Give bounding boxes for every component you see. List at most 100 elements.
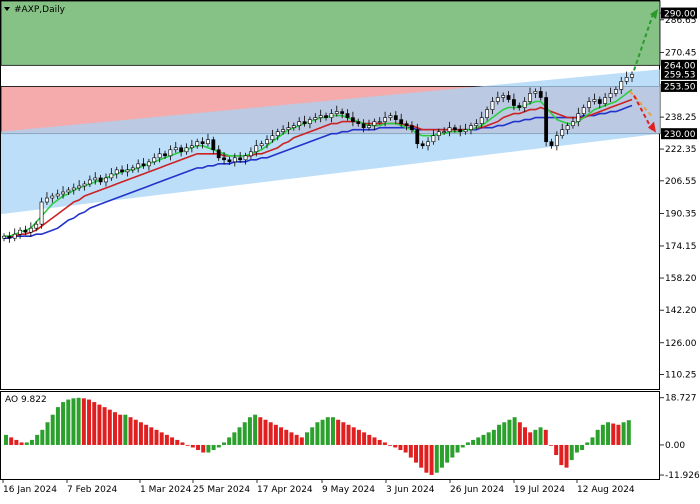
candle [592, 93, 597, 105]
candle-body [544, 97, 549, 143]
price-tick-label: 206.55 [665, 177, 697, 187]
candle [630, 71, 634, 83]
ao-bar [346, 424, 351, 445]
ao-bar [393, 444, 398, 448]
ao-bar [367, 434, 372, 445]
candle [377, 117, 382, 125]
candle-body [286, 127, 291, 130]
ma-mid-line [4, 98, 633, 237]
candle-body [55, 193, 60, 197]
candle-body [377, 121, 382, 123]
time-tick-label: 19 Jul 2024 [514, 485, 565, 495]
price-label-bg [661, 128, 697, 140]
candle-body [98, 177, 103, 183]
arrow-down-head [648, 121, 656, 133]
candle [565, 122, 570, 135]
ao-bar [481, 434, 486, 445]
candle [125, 164, 130, 177]
candle-body [410, 125, 414, 130]
ao-bar [434, 444, 439, 473]
candle [528, 87, 532, 105]
candle-body [109, 173, 114, 179]
candle-body [238, 157, 243, 161]
candle-body [522, 101, 527, 108]
candle [179, 144, 184, 157]
time-tick-label: 3 Jun 2024 [386, 485, 435, 495]
candle-body [189, 145, 194, 149]
triangle-down-icon[interactable] [4, 7, 10, 11]
candle [426, 137, 430, 151]
candle-body [399, 119, 404, 124]
candle-body [356, 121, 361, 124]
candle-body [431, 135, 436, 143]
ao-bar [232, 432, 237, 445]
ao-bar [491, 429, 496, 445]
candle [517, 102, 522, 111]
price-label-box: 230.00 [661, 128, 697, 140]
price-tick-label: 158.20 [665, 274, 697, 284]
candle-body [426, 141, 430, 147]
candle [222, 151, 226, 165]
zone-upper [0, 0, 661, 66]
candle [367, 119, 371, 131]
symbol-title: #AXP,Daily [14, 5, 66, 15]
ao-bar [227, 437, 232, 445]
candle [71, 183, 76, 195]
price-label-box: 259.53 [661, 68, 697, 81]
candle [458, 125, 463, 137]
ao-bar [97, 404, 102, 445]
candle-body [28, 227, 33, 233]
candle-body [93, 177, 98, 181]
candle-body [549, 141, 554, 147]
candle-body [361, 123, 366, 128]
candle [249, 147, 253, 159]
price-tick-label: 174.15 [665, 242, 697, 252]
candle-body [18, 229, 23, 235]
candle-body [39, 201, 44, 225]
candle-body [340, 111, 345, 114]
candle-body [501, 95, 506, 98]
candle [549, 138, 554, 149]
candle-body [495, 97, 500, 102]
price-label-box: 290.00 [661, 7, 697, 19]
candle-body [45, 197, 49, 203]
ao-bar [439, 444, 444, 468]
candle [275, 128, 280, 141]
ao-bar [512, 417, 517, 445]
ao-bar [185, 444, 190, 446]
candle [608, 87, 613, 103]
time-tick-label: 26 Jun 2024 [450, 485, 504, 495]
price-label-text: 264.00 [664, 62, 696, 72]
ao-bar [164, 434, 169, 445]
price-tick-label: 270.45 [665, 48, 697, 58]
ao-bar [92, 402, 97, 445]
candle [45, 192, 49, 206]
arrow-side-path [629, 90, 654, 119]
candle [136, 159, 141, 173]
candle-body [200, 141, 205, 145]
candle-body [302, 121, 307, 124]
ao-bar [50, 414, 55, 445]
ao-bar [107, 409, 112, 445]
candle [66, 186, 71, 195]
candle-body [587, 101, 591, 108]
ao-bar [211, 444, 216, 450]
candle [576, 107, 581, 127]
candle-body [350, 117, 355, 122]
ao-bar [118, 414, 123, 445]
ao-bar [362, 432, 367, 445]
ao-bar [237, 427, 242, 445]
ao-bar [320, 419, 325, 445]
candle-body [479, 117, 484, 124]
candle [259, 140, 264, 149]
candle-body [490, 101, 495, 110]
candle-body [313, 117, 318, 120]
candle [87, 175, 92, 187]
ao-bar [279, 427, 284, 445]
ao-bar [175, 439, 180, 445]
candle [495, 91, 500, 105]
candle-body [458, 129, 463, 132]
price-tick-label: 110.25 [665, 370, 697, 380]
ao-bar [299, 437, 304, 445]
ao-bar [24, 442, 29, 445]
